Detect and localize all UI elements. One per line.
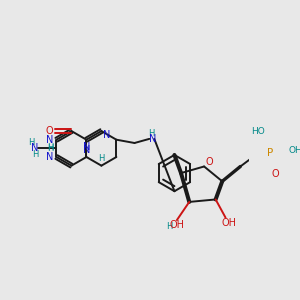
Text: OH: OH [289,146,300,155]
Text: O: O [272,169,280,179]
Text: N: N [103,130,110,140]
Text: N: N [83,145,90,154]
Text: OH: OH [169,220,184,230]
Text: OH: OH [221,218,236,227]
Text: H: H [166,222,173,231]
Text: N: N [46,135,53,145]
Text: H: H [28,138,34,147]
Text: HO: HO [251,127,265,136]
Text: N: N [31,143,39,153]
Text: H: H [32,150,38,159]
Text: H: H [47,143,53,152]
Text: N: N [83,142,90,152]
Text: H: H [47,144,53,153]
Text: N: N [46,152,53,162]
Text: O: O [45,126,53,136]
Text: H: H [148,129,154,138]
Text: H: H [98,154,105,163]
Text: P: P [267,148,273,158]
Text: N: N [149,134,156,144]
Text: O: O [205,158,213,167]
